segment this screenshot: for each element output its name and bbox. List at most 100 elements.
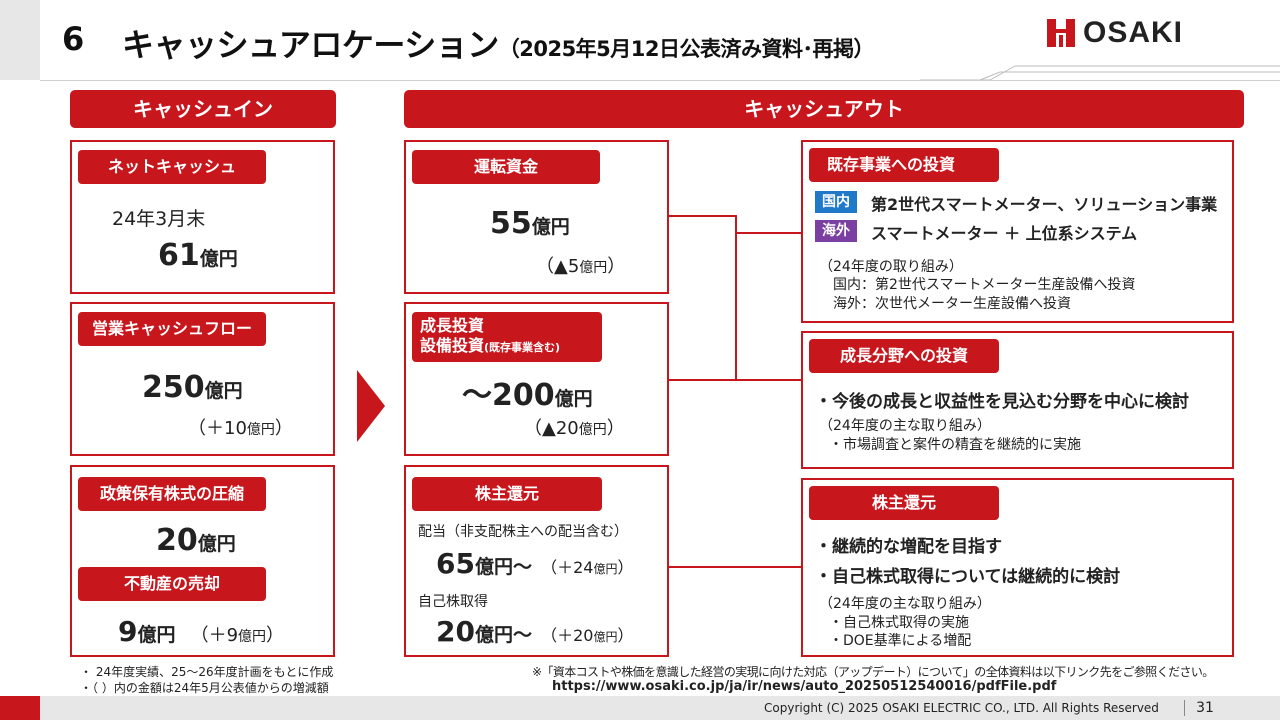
buyback-unit: 億円～ <box>474 624 532 646</box>
returns-bullet-2: ・自己株式取得については継続的に検討 <box>815 567 1121 587</box>
working-capital-box: 運転資金 55億円 （▲5億円） <box>404 140 669 294</box>
dividend-label: 配当（非支配株主への配当含む） <box>418 524 628 540</box>
working-capital-tag: 運転資金 <box>412 150 600 184</box>
connector-to-existing <box>737 232 801 234</box>
working-capital-unit: 億円 <box>531 216 570 238</box>
net-cash-unit: 億円 <box>199 248 238 270</box>
dividend-diff: （＋24億円） <box>541 558 633 577</box>
working-capital-amount: 55億円 <box>490 206 570 241</box>
stock-reduction-value: 20 <box>156 523 198 558</box>
growth-field-box: 成長分野への投資 ・今後の成長と収益性を見込む分野を中心に検討 （24年度の主な… <box>801 331 1234 469</box>
operating-cf-amount: 250億円 <box>142 370 243 405</box>
working-capital-value: 55 <box>490 206 532 241</box>
real-estate-diff: （＋9億円） <box>191 625 284 646</box>
real-estate-diff-close: ） <box>266 625 285 646</box>
working-capital-diff-unit: 億円 <box>579 260 608 276</box>
footnote-left-2: ・（ ）内の金額は24年5月公表値からの増減額 <box>80 681 329 695</box>
net-cash-value: 61 <box>158 238 200 273</box>
growth-investment-amount: ～200億円 <box>462 370 593 414</box>
growth-field-bullet: ・今後の成長と収益性を見込む分野を中心に検討 <box>815 392 1189 412</box>
logo-mark-icon <box>1047 19 1075 47</box>
slide-title-sub: （2025年5月12日公表済み資料･再掲） <box>498 37 875 61</box>
header-decor-lines <box>920 65 1280 81</box>
dividend-value: 65 <box>436 547 475 580</box>
dividend-unit: 億円～ <box>474 556 532 578</box>
existing-business-box: 既存事業への投資 国内 第2世代スマートメーター、ソリューション事業 海外 スマ… <box>801 140 1234 323</box>
growth-investment-label: 成長投資 <box>420 316 485 335</box>
operating-cf-diff-unit: 億円 <box>246 422 275 438</box>
footnote-left-1: ・ 24年度実績、25～26年度計画をもとに作成 <box>80 665 334 679</box>
real-estate-amount: 9億円 （＋9億円） <box>118 615 284 648</box>
footer-accent-block <box>0 696 40 720</box>
stock-reduction-tag: 政策保有株式の圧縮 <box>78 477 266 511</box>
operating-cf-value: 250 <box>142 370 205 405</box>
shareholder-returns-tag: 株主還元 <box>412 477 602 511</box>
operating-cf-unit: 億円 <box>204 380 243 402</box>
growth-investment-diff-unit: 億円 <box>578 422 607 438</box>
buyback-amount: 20億円～ （＋20億円） <box>436 615 633 648</box>
connector-to-growth <box>737 379 801 381</box>
overseas-badge: 海外 <box>815 220 857 242</box>
returns-note-2: ・DOE基準による増配 <box>829 633 972 649</box>
working-capital-diff-value: （▲5 <box>536 256 580 277</box>
copyright-text: Copyright (C) 2025 OSAKI ELECTRIC CO., L… <box>764 701 1159 715</box>
growth-investment-diff-close: ） <box>606 418 625 439</box>
cash-in-heading: キャッシュイン <box>70 90 336 128</box>
buyback-diff-unit: 億円 <box>593 630 618 644</box>
returns-policy-box: 株主還元 ・継続的な増配を目指す ・自己株式取得については継続的に検討 （24年… <box>801 478 1234 657</box>
growth-note-1: ・市場調査と案件の精査を継続的に実施 <box>829 437 1081 453</box>
overseas-text: スマートメーター ＋ 上位系システム <box>871 224 1138 243</box>
growth-investment-value: ～200 <box>462 378 555 413</box>
existing-note-1: 国内：第2世代スマートメーター生産設備へ投資 <box>833 277 1136 293</box>
stock-reduction-unit: 億円 <box>197 533 236 555</box>
working-capital-diff: （▲5億円） <box>536 252 625 278</box>
buyback-diff-value: （＋20 <box>541 626 594 645</box>
net-cash-tag: ネットキャッシュ <box>78 150 266 184</box>
operating-cf-diff-value: （＋10 <box>188 418 247 439</box>
connector-returns <box>669 566 801 568</box>
growth-investment-box: 成長投資 設備投資(既存事業含む) ～200億円 （▲20億円） <box>404 302 669 456</box>
connector-vertical <box>735 215 737 381</box>
page-number: 31 <box>1184 700 1225 716</box>
dividend-amount: 65億円～ （＋24億円） <box>436 547 633 580</box>
existing-business-tag: 既存事業への投資 <box>809 148 999 182</box>
operating-cf-tag: 営業キャッシュフロー <box>78 312 266 346</box>
capex-label-note: (既存事業含む) <box>484 341 561 354</box>
growth-field-tag: 成長分野への投資 <box>809 339 999 373</box>
returns-bullet-1: ・継続的な増配を目指す <box>815 537 1002 557</box>
real-estate-unit: 億円 <box>137 624 176 646</box>
domestic-badge: 国内 <box>815 191 857 213</box>
buyback-label: 自己株取得 <box>418 594 488 610</box>
operating-cf-diff: （＋10億円） <box>188 414 293 440</box>
growth-note-title: （24年度の主な取り組み） <box>819 418 991 434</box>
existing-note-title: （24年度の取り組み） <box>819 259 963 275</box>
footer-band <box>0 696 1280 720</box>
header-accent-block <box>0 0 40 80</box>
growth-investment-tag: 成長投資 設備投資(既存事業含む) <box>412 312 602 362</box>
operating-cf-box: 営業キャッシュフロー 250億円 （＋10億円） <box>70 302 335 456</box>
domestic-text: 第2世代スマートメーター、ソリューション事業 <box>871 195 1218 214</box>
reference-link[interactable]: https://www.osaki.co.jp/ja/ir/news/auto_… <box>552 679 1057 694</box>
shareholder-returns-box: 株主還元 配当（非支配株主への配当含む） 65億円～ （＋24億円） 自己株取得… <box>404 465 669 657</box>
dividend-diff-unit: 億円 <box>593 562 618 576</box>
growth-investment-diff: （▲20億円） <box>524 414 625 440</box>
slide-title-main: キャッシュアロケーション <box>122 26 499 64</box>
flow-arrow-icon <box>357 370 385 442</box>
returns-note-title: （24年度の主な取り組み） <box>819 596 991 612</box>
net-cash-box: ネットキャッシュ 24年3月末 61億円 <box>70 140 335 294</box>
stock-reduction-amount: 20億円 <box>156 523 236 558</box>
connector-growth <box>669 379 737 381</box>
growth-investment-unit: 億円 <box>554 388 593 410</box>
asset-sale-box: 政策保有株式の圧縮 20億円 不動産の売却 9億円 （＋9億円） <box>70 465 335 657</box>
slide-number: 6 <box>62 20 85 58</box>
capex-label: 設備投資(既存事業含む) <box>420 336 594 358</box>
header-divider <box>40 80 1280 81</box>
logo-text: OSAKI <box>1083 16 1184 49</box>
net-cash-amount: 61億円 <box>158 238 238 273</box>
real-estate-value: 9 <box>118 615 138 648</box>
returns-policy-tag: 株主還元 <box>809 486 999 520</box>
footnote-right-1: ※「資本コストや株価を意識した経営の実現に向けた対応（アップデート）について」の… <box>532 665 1214 679</box>
working-capital-diff-close: ） <box>607 256 626 277</box>
real-estate-diff-value: （＋9 <box>190 625 239 646</box>
connector-working-capital <box>669 215 737 217</box>
